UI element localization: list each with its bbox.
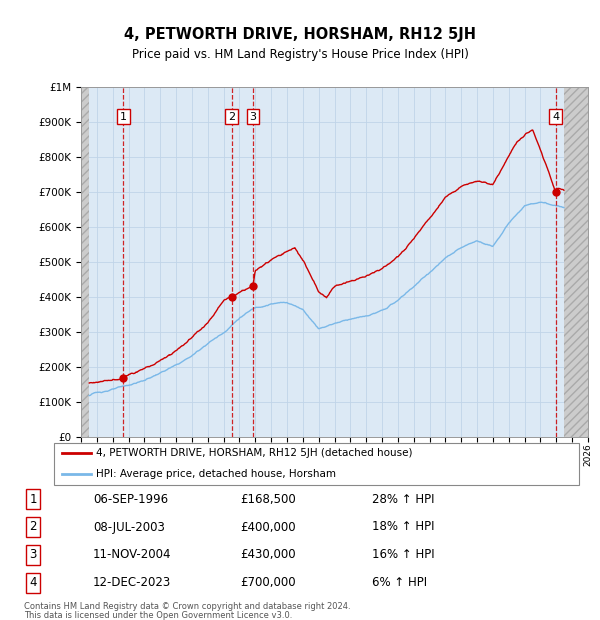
FancyBboxPatch shape [54, 443, 579, 485]
Text: 2: 2 [228, 112, 235, 122]
Text: 11-NOV-2004: 11-NOV-2004 [93, 549, 172, 561]
Text: 28% ↑ HPI: 28% ↑ HPI [372, 493, 434, 505]
Text: 3: 3 [250, 112, 257, 122]
Text: 1: 1 [29, 493, 37, 505]
Text: 18% ↑ HPI: 18% ↑ HPI [372, 521, 434, 533]
Text: £430,000: £430,000 [240, 549, 296, 561]
Text: £400,000: £400,000 [240, 521, 296, 533]
Text: 4: 4 [552, 112, 559, 122]
Text: 12-DEC-2023: 12-DEC-2023 [93, 577, 171, 589]
Text: £168,500: £168,500 [240, 493, 296, 505]
Bar [81, 87, 89, 437]
Text: 06-SEP-1996: 06-SEP-1996 [93, 493, 168, 505]
Text: 4, PETWORTH DRIVE, HORSHAM, RH12 5JH (detached house): 4, PETWORTH DRIVE, HORSHAM, RH12 5JH (de… [96, 448, 413, 458]
Text: 4, PETWORTH DRIVE, HORSHAM, RH12 5JH: 4, PETWORTH DRIVE, HORSHAM, RH12 5JH [124, 27, 476, 42]
Bar [564, 87, 588, 437]
Text: This data is licensed under the Open Government Licence v3.0.: This data is licensed under the Open Gov… [24, 611, 292, 620]
Text: Price paid vs. HM Land Registry's House Price Index (HPI): Price paid vs. HM Land Registry's House … [131, 48, 469, 61]
Text: 6% ↑ HPI: 6% ↑ HPI [372, 577, 427, 589]
Text: £700,000: £700,000 [240, 577, 296, 589]
Text: 08-JUL-2003: 08-JUL-2003 [93, 521, 165, 533]
Text: 2: 2 [29, 521, 37, 533]
Text: Contains HM Land Registry data © Crown copyright and database right 2024.: Contains HM Land Registry data © Crown c… [24, 602, 350, 611]
Text: 3: 3 [29, 549, 37, 561]
Text: 16% ↑ HPI: 16% ↑ HPI [372, 549, 434, 561]
Text: HPI: Average price, detached house, Horsham: HPI: Average price, detached house, Hors… [96, 469, 336, 479]
Text: 1: 1 [120, 112, 127, 122]
Text: 4: 4 [29, 577, 37, 589]
